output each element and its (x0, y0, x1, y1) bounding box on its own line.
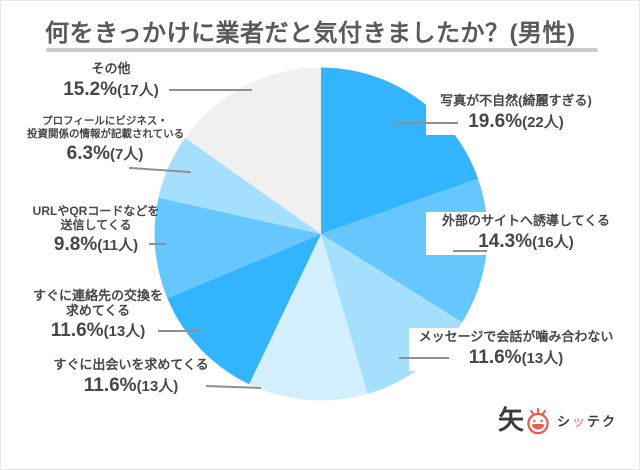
callout-photo-unnatural: 写真が不自然(綺麗すぎる) 19.6%(22人) (426, 92, 606, 135)
callout-external-site: 外部のサイトへ誘導してくる 14.3%(16人) (426, 212, 626, 255)
callout-meet-request: すぐに出会いを求めてくる 11.6%(13人) (45, 357, 217, 398)
callout-value: 11.6%(13人) (468, 347, 564, 368)
page-title: 何をきっかけに業者だと気付きましたか？(男性) (45, 20, 576, 47)
callout-value: 19.6%(22人) (468, 111, 564, 132)
title-underline (46, 48, 598, 52)
callout-url-qr: URLやQRコードなどを 送信してくる 9.8%(11人) (19, 204, 173, 257)
leader-line-contact (158, 330, 201, 332)
logo-accent-char: ッ (572, 413, 588, 429)
leader-line-external (453, 250, 487, 252)
leader-line-message (399, 357, 449, 359)
leader-line-url (149, 243, 166, 245)
callout-value: 14.3%(16人) (478, 231, 574, 252)
callout-message-mismatch: メッセージで会話が噛み合わない 11.6%(13人) (409, 328, 623, 371)
callout-value: 9.8%(11人) (53, 234, 139, 255)
callout-label: プロフィールにビジネス・ (42, 115, 168, 127)
callout-label: 外部のサイトへ誘導してくる (442, 213, 610, 228)
callout-label: URLやQRコードなどを (32, 204, 160, 218)
callout-label: 送信してくる (60, 218, 132, 232)
callout-value: 15.2%(17人) (63, 79, 159, 100)
pie-slice-1 (321, 67, 479, 234)
callout-label: その他 (91, 61, 131, 76)
callout-label: 写真が不自然(綺麗すぎる) (440, 93, 592, 108)
callout-other: その他 15.2%(17人) (47, 61, 175, 102)
leader-line-other (169, 89, 252, 91)
pie-chart (154, 67, 488, 401)
logo-smiley-icon (527, 407, 549, 434)
callout-value: 6.3%(7人) (66, 143, 144, 164)
shitteku-logo: 矢 シッテク (498, 405, 617, 435)
leader-line-photo (394, 122, 458, 124)
callout-label: メッセージで会話が噛み合わない (418, 329, 614, 344)
pie-slice-8 (185, 67, 321, 234)
callout-label: すぐに出会いを求めてくる (53, 357, 209, 372)
callout-value: 11.6%(13人) (83, 375, 179, 396)
pie-slice-6 (154, 197, 321, 299)
pie-slice-7 (158, 137, 321, 234)
logo-text: シッテク (557, 413, 618, 429)
callout-label: すぐに連絡先の交換を (32, 288, 163, 303)
pie-slice-4 (249, 234, 368, 401)
callout-profile-business-info: プロフィールにビジネス・ 投資関係の情報が記載されている 6.3%(7人) (27, 115, 185, 166)
callout-contact-exchange: すぐに連絡先の交換を 求めてくる 11.6%(13人) (21, 288, 175, 343)
pie-slice-5 (167, 234, 321, 385)
callout-label: 求めてくる (65, 303, 131, 318)
callout-value: 11.6%(13人) (50, 320, 146, 341)
logo-kanji: 矢 (498, 405, 525, 435)
callout-label: 投資関係の情報が記載されている (27, 128, 185, 140)
